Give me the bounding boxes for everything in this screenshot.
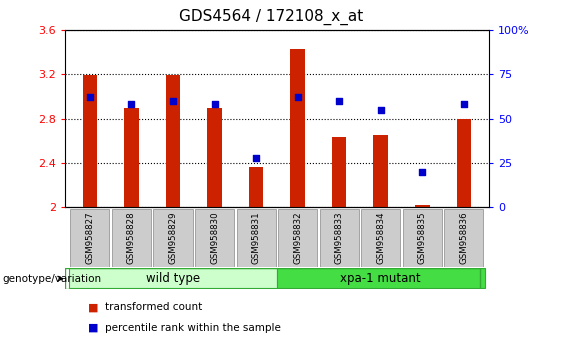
Bar: [154, 209, 193, 267]
Bar: [277, 268, 485, 288]
Point: [293, 95, 302, 100]
Text: transformed count: transformed count: [105, 302, 202, 312]
Text: ■: ■: [88, 323, 98, 333]
Text: GSM958836: GSM958836: [459, 211, 468, 264]
Bar: [71, 209, 110, 267]
Text: GSM958827: GSM958827: [85, 211, 94, 264]
Text: xpa-1 mutant: xpa-1 mutant: [340, 272, 421, 285]
Bar: [112, 209, 151, 267]
Point: [376, 107, 385, 113]
Bar: [249, 167, 263, 207]
Bar: [69, 268, 277, 288]
Text: GSM958828: GSM958828: [127, 211, 136, 264]
Bar: [278, 209, 317, 267]
Bar: [320, 209, 359, 267]
Text: ■: ■: [88, 302, 98, 312]
Text: percentile rank within the sample: percentile rank within the sample: [105, 323, 280, 333]
Text: wild type: wild type: [146, 272, 200, 285]
Text: GSM958831: GSM958831: [251, 211, 260, 264]
Bar: [237, 209, 276, 267]
Bar: [415, 205, 429, 207]
Text: GSM958833: GSM958833: [334, 211, 344, 264]
Text: genotype/variation: genotype/variation: [3, 274, 102, 284]
Text: GSM958829: GSM958829: [168, 211, 177, 264]
Point: [168, 98, 177, 104]
Text: GSM958835: GSM958835: [418, 211, 427, 264]
Point: [85, 95, 94, 100]
Bar: [124, 108, 139, 207]
Bar: [457, 119, 471, 207]
Bar: [403, 209, 442, 267]
Bar: [361, 209, 400, 267]
Bar: [166, 75, 180, 207]
Bar: [207, 108, 222, 207]
Text: GDS4564 / 172108_x_at: GDS4564 / 172108_x_at: [179, 9, 363, 25]
Bar: [332, 137, 346, 207]
Point: [210, 102, 219, 107]
Point: [459, 102, 468, 107]
Point: [334, 98, 344, 104]
Point: [251, 155, 260, 160]
Point: [418, 169, 427, 175]
Text: GSM958830: GSM958830: [210, 211, 219, 264]
Bar: [373, 135, 388, 207]
Point: [127, 102, 136, 107]
Bar: [82, 75, 97, 207]
Text: GSM958834: GSM958834: [376, 211, 385, 264]
Text: GSM958832: GSM958832: [293, 211, 302, 264]
Bar: [195, 209, 234, 267]
Bar: [290, 49, 305, 207]
Bar: [444, 209, 483, 267]
